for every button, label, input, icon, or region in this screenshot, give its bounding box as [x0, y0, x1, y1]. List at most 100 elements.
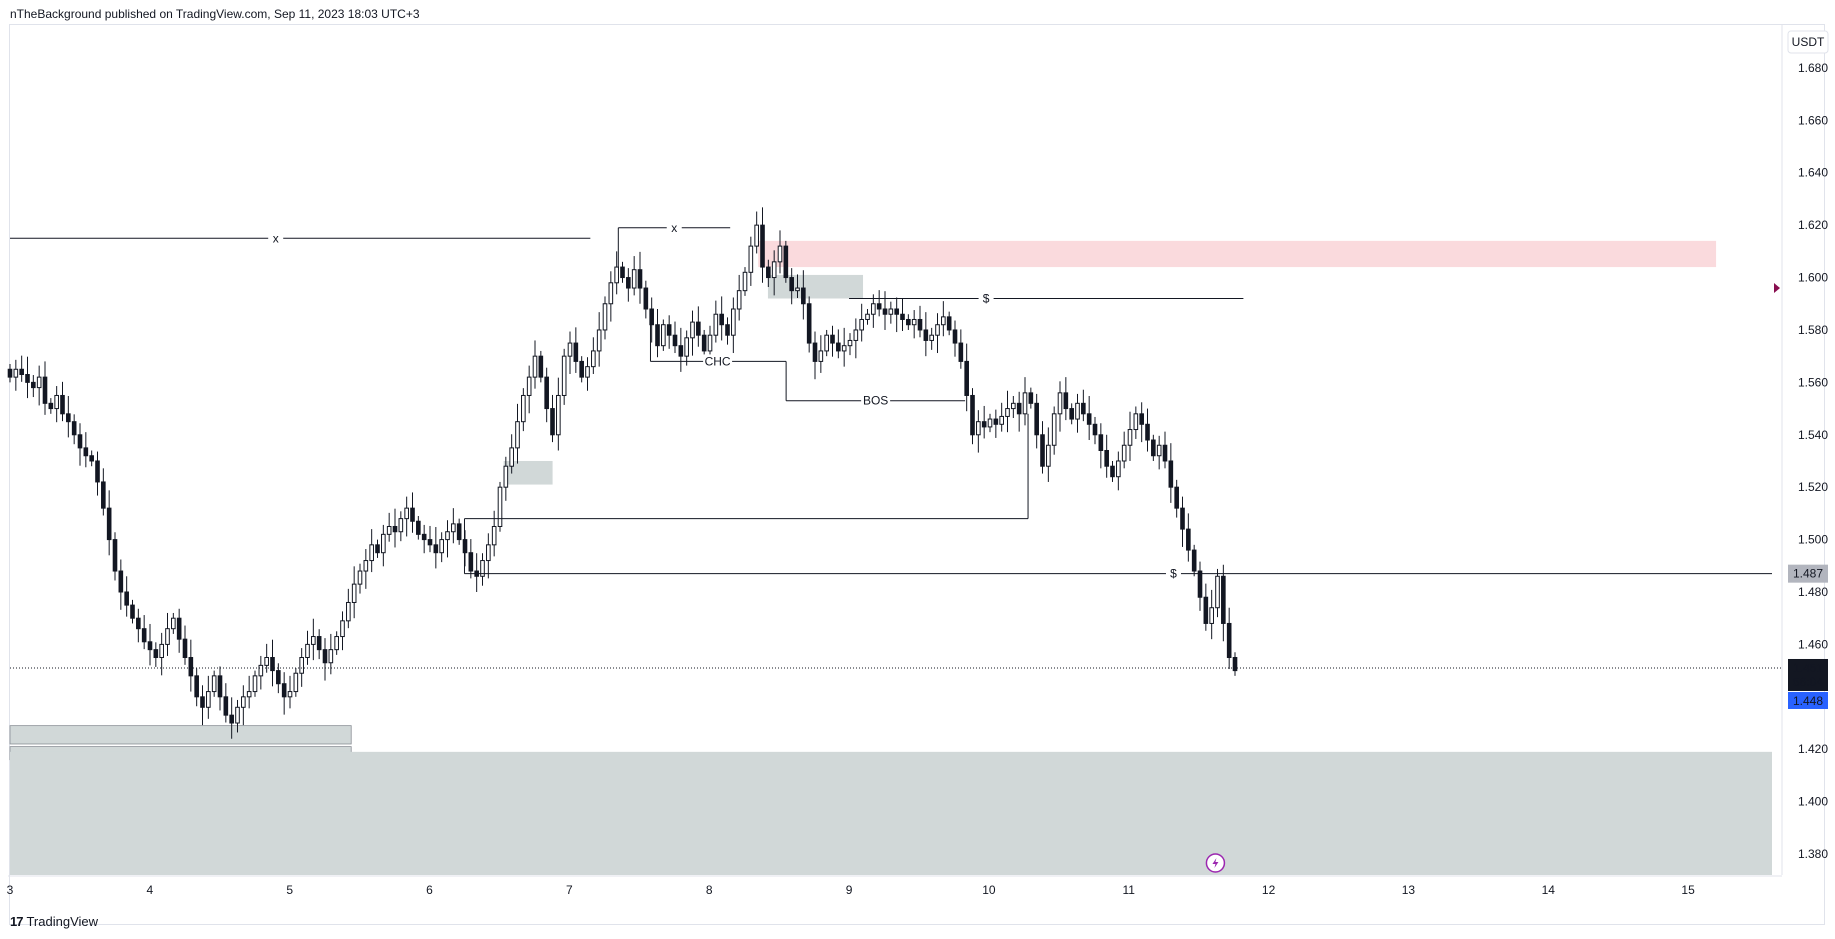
candle-body: [906, 318, 911, 326]
candle-body: [573, 342, 579, 362]
candle-body: [48, 402, 54, 410]
candle-body: [340, 620, 345, 638]
demand-zone: [767, 274, 864, 299]
candle-body: [783, 245, 789, 279]
price-tick-label: 1.520: [1798, 480, 1828, 494]
candle-body: [556, 394, 561, 436]
candle-body: [1139, 413, 1144, 425]
candle-body: [941, 316, 946, 326]
candle-body: [60, 394, 65, 415]
candle-body: [509, 447, 514, 467]
annotation-label: CHC: [705, 354, 731, 368]
time-tick-label: 8: [706, 883, 713, 897]
annotation-label: $: [1170, 567, 1177, 581]
price-tick-label: 1.660: [1798, 113, 1828, 127]
candle-body: [964, 360, 969, 396]
candle-body: [731, 308, 736, 336]
candle-body: [1203, 596, 1209, 624]
time-tick-label: 15: [1681, 883, 1695, 897]
candle-body: [311, 636, 316, 645]
candle-body: [526, 376, 532, 396]
candle-body: [853, 329, 859, 341]
candle-body: [690, 321, 695, 339]
candle-body: [1121, 444, 1127, 462]
price-tick-label: 1.400: [1798, 795, 1828, 809]
time-tick-label: 13: [1402, 883, 1416, 897]
candle-body: [1197, 570, 1203, 598]
candle-body: [1168, 460, 1174, 488]
candle-body: [1057, 392, 1063, 415]
candle-body: [42, 376, 48, 404]
candle-body: [31, 381, 36, 389]
candle-body: [620, 266, 625, 279]
candle-body: [1028, 392, 1034, 404]
bid-price-label: 1.448: [1793, 694, 1823, 708]
candle-body: [1069, 408, 1074, 420]
candle-body: [911, 318, 917, 326]
candle-body: [194, 675, 199, 698]
candle-body: [579, 360, 584, 378]
alert-marker-icon[interactable]: [1774, 283, 1780, 294]
candle-body: [223, 696, 229, 716]
candle-body: [585, 366, 590, 378]
published-caption: nTheBackground published on TradingView.…: [10, 7, 420, 21]
currency-box[interactable]: [1787, 30, 1829, 54]
supply-zone: [758, 240, 1717, 268]
candle-body: [696, 321, 701, 336]
candle-body: [445, 531, 450, 541]
candle-body: [742, 271, 748, 292]
candle-body: [591, 350, 596, 368]
candle-body: [101, 481, 106, 509]
price-tick-label: 1.620: [1798, 218, 1828, 232]
annotation-label: x: [671, 221, 677, 235]
candle-body: [363, 560, 369, 572]
candle-body: [118, 570, 124, 593]
candle-body: [521, 394, 526, 423]
candle-body: [888, 308, 894, 315]
candle-body: [182, 638, 188, 659]
candle-body: [7, 368, 13, 378]
candle-body: [894, 308, 899, 315]
candle-body: [1221, 575, 1226, 624]
level-price-label: 1.487: [1793, 567, 1823, 581]
candle-body: [112, 539, 118, 572]
candle-body: [480, 560, 485, 577]
candle-body: [684, 337, 689, 357]
candle-body: [847, 339, 853, 347]
candle-body: [1232, 657, 1238, 672]
candle-body: [678, 345, 684, 357]
candle-body: [334, 636, 339, 651]
candle-body: [777, 245, 783, 263]
candle-body: [1086, 413, 1092, 425]
candle-body: [416, 520, 421, 535]
candle-body: [958, 342, 964, 362]
candle-body: [1209, 607, 1214, 624]
candle-body: [818, 350, 824, 362]
candle-body: [1092, 423, 1098, 436]
time-tick-label: 10: [982, 883, 996, 897]
candle-body: [293, 672, 299, 693]
footer-brand[interactable]: 17 TradingView: [10, 914, 98, 929]
candle-body: [602, 303, 608, 331]
candle-body: [1040, 434, 1045, 467]
candle-body: [276, 670, 281, 685]
candle-body: [626, 277, 631, 289]
annotation-bg: [978, 291, 994, 305]
candle-body: [567, 342, 573, 357]
candle-body: [13, 368, 19, 378]
candle-body: [270, 657, 275, 672]
candle-body: [532, 355, 538, 378]
candle-body: [1075, 402, 1080, 420]
candle-body: [258, 664, 264, 677]
candle-body: [147, 641, 153, 651]
candle-body: [71, 421, 77, 436]
level-price-box: [1788, 564, 1828, 583]
candle-body: [322, 649, 328, 664]
candle-body: [1098, 434, 1104, 451]
candle-body: [760, 224, 765, 268]
candle-body: [77, 434, 83, 449]
candle-body: [666, 324, 672, 336]
candle-body: [217, 675, 223, 698]
annotation-bg: [268, 231, 284, 245]
